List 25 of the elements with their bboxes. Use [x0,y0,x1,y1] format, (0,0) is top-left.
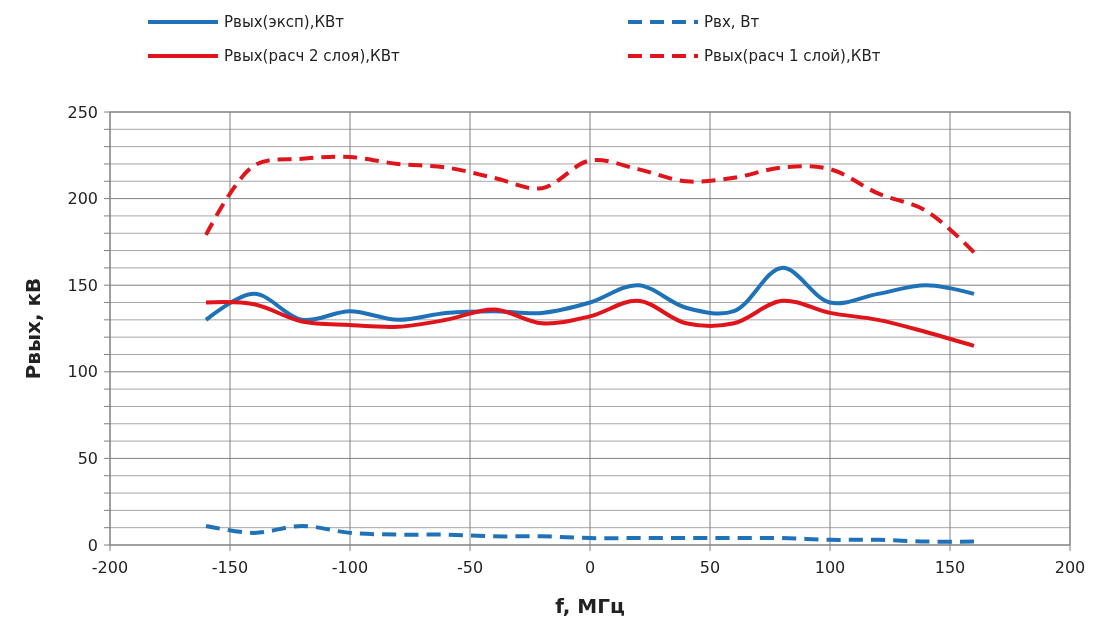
y-tick-label: 250 [67,102,98,122]
y-tick-label: 150 [67,275,98,295]
x-axis-title: f, МГц [555,594,625,618]
line-series [204,154,976,255]
y-tick-label: 200 [67,189,98,209]
x-tick-label: -150 [211,558,249,577]
y-tick-label: 0 [87,535,98,555]
y-tick-label: 50 [77,449,98,468]
x-tick-label: 100 [814,558,846,577]
legend-label: Рвх, Вт [704,13,760,32]
x-tick-label: -100 [331,558,369,577]
legend-label: Рвых(расч 2 слоя),КВт [224,47,400,66]
line-series [204,265,976,323]
x-tick-label: -50 [456,558,484,577]
x-tick-label: 150 [934,558,966,577]
x-tick-label: 50 [699,558,721,577]
y-tick-label: 100 [67,362,98,382]
line-series [204,523,976,544]
line-series [204,298,976,348]
x-tick-label: 200 [1054,558,1086,577]
x-tick-label: 0 [584,558,596,577]
legend-label: Рвых(эксп),КВт [224,13,345,32]
y-axis-title: Рвых, кВ [21,277,45,380]
x-tick-label: -200 [91,558,129,577]
legend-label: Рвых(расч 1 слой),КВт [704,47,881,66]
